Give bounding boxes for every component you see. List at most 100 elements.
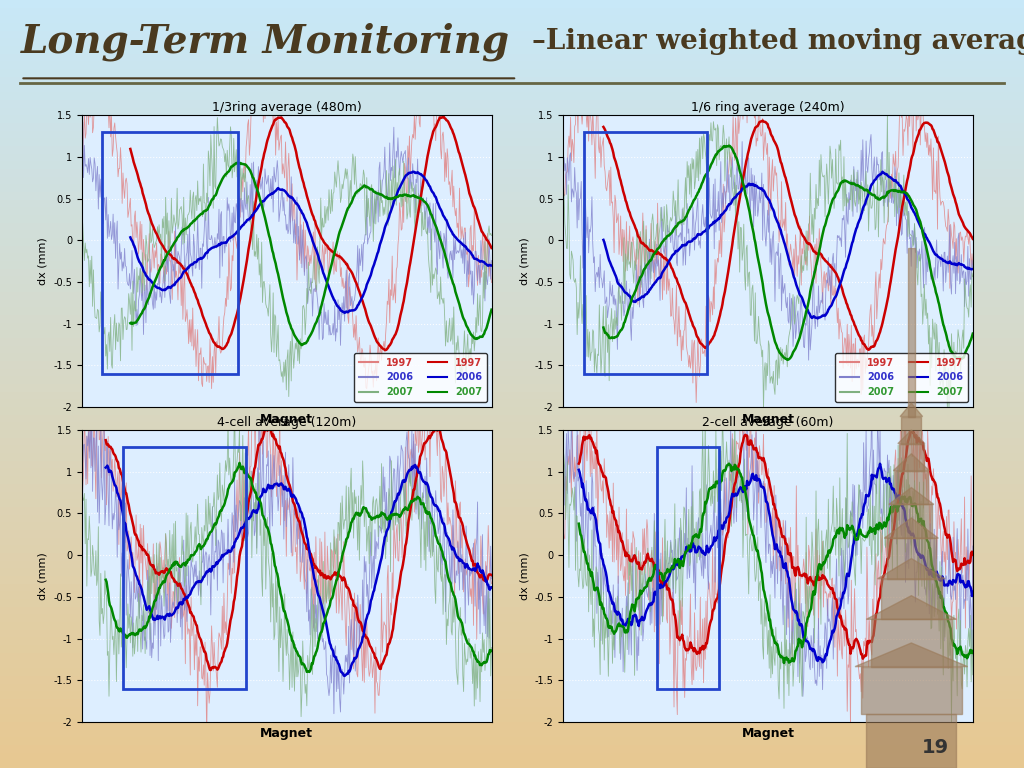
Polygon shape [900, 403, 923, 416]
Bar [0, 300, 1024, 307]
Bar [0, 338, 1024, 346]
Bar [0, 745, 1024, 753]
Title: 1/6 ring average (240m): 1/6 ring average (240m) [691, 101, 845, 114]
Bar [0, 499, 1024, 507]
Bar [0, 591, 1024, 599]
Bar [0, 276, 1024, 284]
Bar [0, 161, 1024, 169]
Bar [0, 637, 1024, 645]
Bar [0, 515, 1024, 522]
Bar [0, 177, 1024, 184]
Y-axis label: dx (mm): dx (mm) [519, 237, 529, 285]
Bar [0, 415, 1024, 422]
Polygon shape [855, 643, 968, 667]
Bar [0, 253, 1024, 261]
Bar [0, 568, 1024, 576]
Y-axis label: dx (mm): dx (mm) [519, 552, 529, 600]
Bar [0, 760, 1024, 768]
Bar [0, 307, 1024, 315]
Polygon shape [866, 596, 956, 619]
Bar [0, 323, 1024, 330]
Bar [0, 77, 1024, 84]
Bar [901, 416, 922, 444]
Bar [0, 399, 1024, 407]
Polygon shape [889, 488, 934, 505]
Polygon shape [885, 518, 938, 538]
X-axis label: Magnet: Magnet [741, 727, 795, 740]
Bar [102, 132, 238, 374]
Bar [0, 384, 1024, 392]
Bar [0, 614, 1024, 622]
Bar [0, 645, 1024, 653]
Bar [0, 192, 1024, 200]
Title: 1/3ring average (480m): 1/3ring average (480m) [212, 101, 361, 114]
Bar [0, 15, 1024, 23]
Bar [0, 438, 1024, 445]
Text: Long-Term Monitoring: Long-Term Monitoring [20, 22, 510, 61]
Bar [0, 346, 1024, 353]
Bar [0, 361, 1024, 369]
X-axis label: Magnet: Magnet [260, 412, 313, 425]
Title: 2-cell average (60m): 2-cell average (60m) [702, 416, 834, 429]
Bar [0, 31, 1024, 38]
Bar [895, 471, 928, 505]
Bar [0, 584, 1024, 591]
Bar [0, 69, 1024, 77]
Bar [0, 653, 1024, 660]
Bar [0, 553, 1024, 561]
Bar [0, 468, 1024, 476]
Bar [0, 261, 1024, 269]
Bar [0, 223, 1024, 230]
Bar [0, 123, 1024, 131]
Bar [0, 330, 1024, 338]
Polygon shape [898, 430, 925, 444]
Bar [0, 92, 1024, 100]
Bar [0, 722, 1024, 730]
Bar [0, 407, 1024, 415]
Bar [0, 707, 1024, 714]
X-axis label: Magnet: Magnet [741, 412, 795, 425]
Bar [0, 353, 1024, 361]
Bar [0, 492, 1024, 499]
Bar [0, 184, 1024, 192]
Bar [899, 444, 924, 471]
Bar [0, 507, 1024, 515]
Bar [908, 247, 914, 416]
Bar [0, 100, 1024, 108]
Bar [657, 447, 719, 689]
Title: 4-cell average (120m): 4-cell average (120m) [217, 416, 356, 429]
Y-axis label: dx (mm): dx (mm) [38, 237, 48, 285]
Bar [0, 54, 1024, 61]
Bar [0, 46, 1024, 54]
Bar [0, 115, 1024, 123]
Bar [0, 607, 1024, 614]
Bar [0, 84, 1024, 92]
Bar [0, 461, 1024, 468]
Polygon shape [878, 558, 945, 579]
Bar [0, 238, 1024, 246]
Bar [0, 453, 1024, 461]
Bar [0, 230, 1024, 238]
Bar [870, 619, 952, 667]
Bar [0, 0, 1024, 8]
Bar [0, 538, 1024, 545]
Bar [0, 522, 1024, 530]
Bar [0, 61, 1024, 69]
Bar [0, 668, 1024, 676]
Bar [0, 215, 1024, 223]
Bar [0, 108, 1024, 115]
Bar [0, 23, 1024, 31]
Legend: 1997, 2006, 2007, 1997, 2006, 2007: 1997, 2006, 2007, 1997, 2006, 2007 [354, 353, 486, 402]
Bar [0, 599, 1024, 607]
Bar [860, 667, 963, 714]
Bar [0, 484, 1024, 492]
Bar [0, 292, 1024, 300]
Bar [0, 154, 1024, 161]
Bar [891, 505, 932, 538]
Bar [0, 676, 1024, 684]
Bar [0, 530, 1024, 538]
Bar [0, 169, 1024, 177]
Bar [0, 246, 1024, 253]
Bar [0, 576, 1024, 584]
Text: 19: 19 [922, 737, 948, 756]
